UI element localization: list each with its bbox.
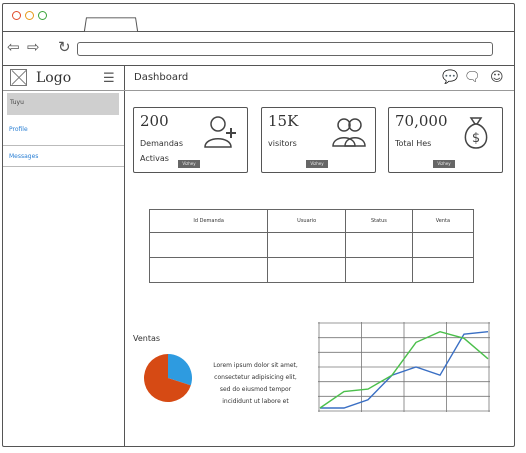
table-cell — [267, 257, 347, 283]
svg-text:$: $ — [472, 131, 480, 146]
stat-card-demandas: 200 Demandas Activas Vizhey — [133, 107, 248, 173]
stat-value: 15K — [268, 112, 299, 130]
sidebar-item-profile[interactable]: Profile — [9, 126, 28, 133]
browser-window: ⇦ ⇨ ↻ Logo ☰ Tuyu Profile Messages Dashb… — [2, 3, 515, 447]
sales-line-chart — [318, 322, 490, 412]
logo-text: Logo — [36, 70, 72, 86]
stat-label: Demandas Activas — [140, 139, 183, 163]
maximize-dot[interactable] — [38, 11, 47, 20]
table-cell — [411, 257, 475, 283]
table-cell — [345, 257, 413, 283]
stat-card-total: 70,000 Total Hes $ Vizhey — [388, 107, 503, 173]
address-bar — [3, 31, 514, 66]
browser-tab[interactable] — [83, 17, 139, 32]
top-header: Dashboard 💬 🗨 ☺ — [124, 65, 514, 91]
view-button[interactable]: Vizhey — [433, 160, 455, 168]
sidebar-divider — [3, 145, 124, 146]
pie-slice — [144, 354, 191, 402]
page-title: Dashboard — [134, 72, 189, 83]
table-row[interactable] — [148, 232, 475, 258]
pie-slice — [168, 354, 192, 386]
sales-description: Lorem ipsum dolor sit amet, consectetur … — [213, 362, 298, 405]
stat-label: Total Hes — [395, 139, 432, 148]
back-arrow-icon[interactable]: ⇦ — [7, 38, 20, 56]
user-settings-icon[interactable]: ☺ — [490, 70, 504, 85]
forward-arrow-icon[interactable]: ⇨ — [27, 38, 40, 56]
series-line — [319, 330, 489, 409]
sidebar-item-home[interactable]: Tuyu — [7, 93, 119, 115]
user-add-icon — [204, 116, 236, 148]
logo-row: Logo ☰ — [3, 65, 124, 91]
table-cell — [267, 232, 347, 258]
stat-card-visitors: 15K visitors Vizhey — [261, 107, 376, 173]
table-cell — [148, 257, 269, 283]
stat-value: 200 — [140, 112, 169, 130]
title-bar — [3, 4, 514, 32]
stat-label: visitors — [268, 139, 297, 148]
messages-icon[interactable]: 🗨 — [464, 70, 481, 85]
series-line — [320, 331, 489, 409]
sidebar-divider — [3, 166, 124, 167]
table-row[interactable] — [148, 257, 475, 283]
hamburger-menu-icon[interactable]: ☰ — [103, 71, 115, 86]
view-button[interactable]: Vizhey — [306, 160, 328, 168]
column-header[interactable]: Status — [345, 209, 413, 233]
users-icon — [332, 118, 366, 147]
close-dot[interactable] — [12, 11, 21, 20]
sidebar: Logo ☰ Tuyu Profile Messages — [3, 65, 125, 446]
reload-icon[interactable]: ↻ — [58, 38, 71, 56]
logo-image-icon — [10, 69, 27, 86]
url-input[interactable] — [77, 42, 493, 56]
notifications-icon[interactable]: 💬 — [442, 70, 459, 85]
sales-pie-chart — [144, 354, 192, 402]
column-header[interactable]: Venta — [411, 209, 475, 233]
table-cell — [411, 232, 475, 258]
column-header[interactable]: Id Demanda — [148, 209, 269, 233]
stat-value: 70,000 — [395, 112, 448, 130]
view-button[interactable]: Vizhey — [178, 160, 200, 168]
minimize-dot[interactable] — [25, 11, 34, 20]
demands-table: Id Demanda Usuario Status Venta — [148, 209, 475, 283]
table-cell — [148, 232, 269, 258]
column-header[interactable]: Usuario — [267, 209, 347, 233]
sales-label: Ventas — [133, 334, 161, 343]
table-cell — [345, 232, 413, 258]
money-bag-icon: $ — [464, 117, 488, 149]
sidebar-item-messages[interactable]: Messages — [9, 153, 39, 160]
table-header-row: Id Demanda Usuario Status Venta — [148, 209, 475, 233]
